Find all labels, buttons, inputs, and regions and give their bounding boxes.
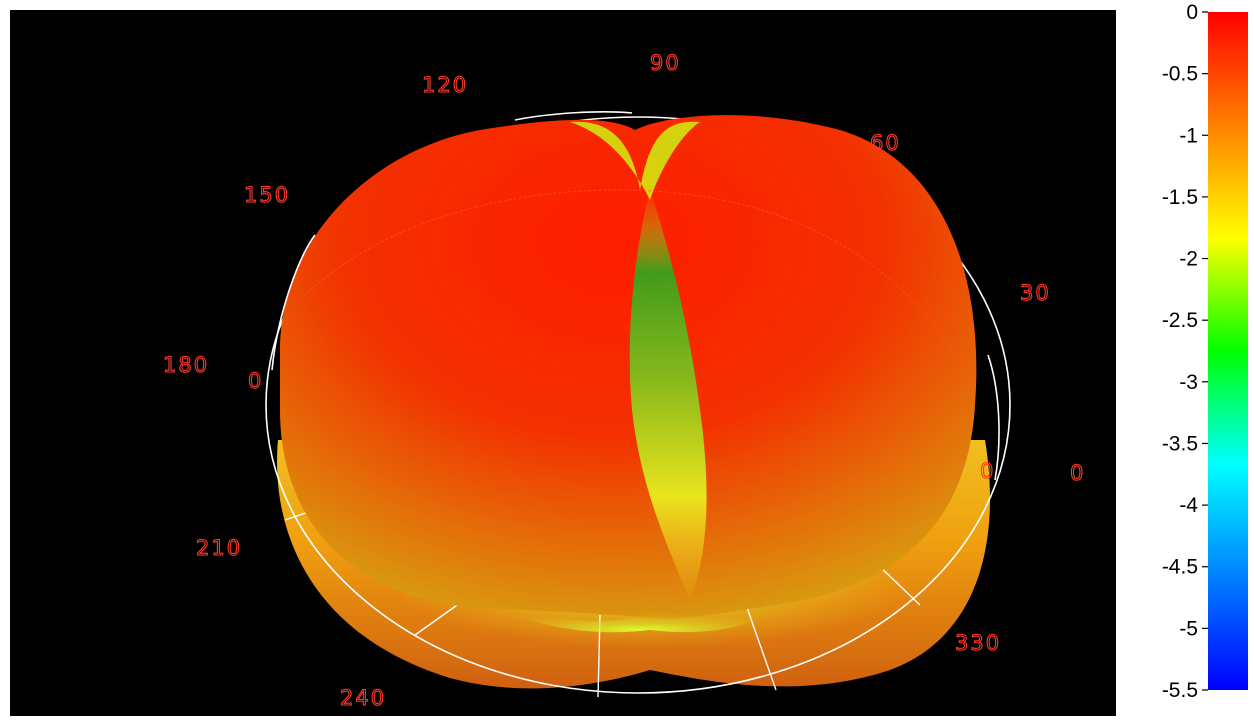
central-fold	[629, 190, 707, 600]
colorbar-tick-label: -2.5	[1162, 309, 1198, 332]
angle-label-240: 240	[340, 686, 386, 710]
colorbar-tick-label: -5	[1179, 617, 1198, 640]
colorbar-ticks: 0 -0.5 -1 -1.5 -2 -2.5 -3 -3.5 -4 -4.5 -5 -5.5	[1162, 1, 1208, 702]
angle-label-210: 210	[196, 536, 242, 560]
angle-label-0: 0	[1070, 461, 1085, 485]
colorbar-gradient	[1208, 12, 1248, 690]
polar-ring-left-arc	[271, 234, 316, 371]
angle-label-150: 150	[244, 183, 290, 207]
colorbar-tick-label: -1	[1179, 124, 1198, 147]
equator-line	[299, 189, 976, 391]
colorbar-tick-label: -0.5	[1162, 63, 1198, 86]
ring-markers: 00	[247, 368, 995, 483]
colorbar: 0 -0.5 -1 -1.5 -2 -2.5 -3 -3.5 -4 -4.5 -5 -5.5	[1120, 0, 1254, 726]
colorbar-tick-label: -5.5	[1162, 679, 1198, 702]
polar-ring-right-arc	[987, 354, 1000, 481]
colorbar-tick-label: -4.5	[1162, 556, 1198, 579]
upper-lobe-surface	[280, 115, 977, 620]
colorbar-tick-label: 0	[1186, 1, 1198, 24]
angle-label-90: 90	[650, 51, 681, 75]
angle-label-60: 60	[870, 131, 901, 155]
angle-label-120: 120	[422, 73, 468, 97]
ring-marker-left: 0	[248, 369, 263, 393]
angle-label-330: 330	[955, 631, 1001, 655]
angle-label-30: 30	[1020, 281, 1051, 305]
upper-dimple	[570, 121, 700, 200]
ring-marker-right: 0	[980, 459, 995, 483]
lower-dimple	[500, 606, 780, 633]
angle-labels: 0 30 60 90 120 150 180 210 240 330	[162, 50, 1085, 710]
colorbar-tick-label: -2	[1179, 248, 1198, 271]
colorbar-tick-label: -4	[1179, 494, 1198, 517]
polar-ring-top-arc	[514, 111, 633, 121]
colorbar-tick-label: -3.5	[1162, 432, 1198, 455]
angle-label-180: 180	[163, 353, 209, 377]
colorbar-tick-label: -3	[1179, 371, 1198, 394]
colorbar-tick-label: -1.5	[1162, 186, 1198, 209]
colorbar-svg: 0 -0.5 -1 -1.5 -2 -2.5 -3 -3.5 -4 -4.5 -5 -5.5	[1162, 1, 1248, 702]
polar-ring	[265, 116, 1011, 694]
